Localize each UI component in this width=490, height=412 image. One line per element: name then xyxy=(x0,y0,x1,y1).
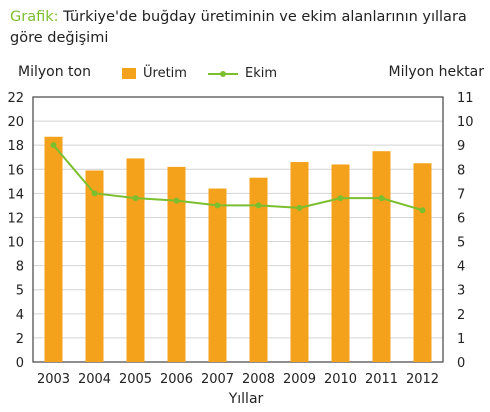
bar-uretim xyxy=(126,158,145,362)
point-ekim xyxy=(214,202,221,209)
x-tick-label: 2005 xyxy=(119,372,152,387)
y-tick-right: 5 xyxy=(457,236,465,251)
y-tick-right: 11 xyxy=(457,91,474,106)
point-ekim xyxy=(50,142,57,149)
bar-uretim xyxy=(249,177,268,362)
y-tick-left: 2 xyxy=(16,332,24,347)
title-prefix: Grafik: xyxy=(10,9,59,25)
bar-uretim xyxy=(208,188,227,362)
legend-label-uretim: Üretim xyxy=(143,66,187,81)
point-ekim xyxy=(337,195,344,202)
line-ekim xyxy=(52,144,423,212)
chart-title: Grafik: Türkiye'de buğday üretiminin ve … xyxy=(10,8,467,26)
y-tick-right: 9 xyxy=(457,139,465,154)
bar-uretim xyxy=(413,163,432,362)
y-tick-left: 4 xyxy=(16,308,24,323)
legend-label-ekim: Ekim xyxy=(245,66,278,81)
legend-swatch-bar xyxy=(122,68,136,79)
x-tick-label: 2011 xyxy=(365,372,398,387)
point-ekim xyxy=(91,190,98,197)
point-ekim xyxy=(255,202,262,209)
point-ekim xyxy=(173,197,180,204)
y-tick-left: 12 xyxy=(7,211,24,226)
y-tick-left: 20 xyxy=(7,115,24,130)
y-tick-left: 10 xyxy=(7,236,24,251)
right-axis-label: Milyon hektar xyxy=(388,64,484,80)
y-tick-left: 0 xyxy=(16,356,24,371)
x-axis-title: Yıllar xyxy=(228,391,264,407)
point-ekim xyxy=(419,207,426,214)
x-tick-label: 2008 xyxy=(242,372,275,387)
y-tick-left: 22 xyxy=(7,91,24,106)
point-ekim xyxy=(378,195,385,202)
y-tick-right: 10 xyxy=(457,115,474,130)
y-tick-left: 16 xyxy=(7,163,24,178)
y-tick-right: 0 xyxy=(457,356,465,371)
y-tick-left: 14 xyxy=(7,187,24,202)
y-tick-left: 5 xyxy=(16,284,24,299)
x-tick-label: 2007 xyxy=(201,372,234,387)
bar-uretim xyxy=(331,164,350,362)
legend-item-uretim: Üretim xyxy=(122,66,187,81)
x-tick-label: 2012 xyxy=(406,372,439,387)
left-axis-label: Milyon ton xyxy=(18,64,91,80)
x-tick-label: 2010 xyxy=(324,372,357,387)
x-tick-label: 2004 xyxy=(78,372,111,387)
bar-uretim xyxy=(167,166,186,362)
point-ekim xyxy=(132,195,139,202)
y-tick-right: 2 xyxy=(457,308,465,323)
x-tick-label: 2009 xyxy=(283,372,316,387)
point-ekim xyxy=(296,204,303,211)
x-tick-label: 2006 xyxy=(160,372,193,387)
y-tick-right: 4 xyxy=(457,260,465,275)
y-tick-left: 18 xyxy=(7,139,24,154)
y-tick-right: 3 xyxy=(457,284,465,299)
y-tick-right: 6 xyxy=(457,211,465,226)
y-tick-left: 8 xyxy=(16,260,24,275)
bar-uretim xyxy=(290,162,309,362)
bar-uretim xyxy=(85,170,104,362)
bar-uretim xyxy=(44,136,63,362)
bar-uretim xyxy=(372,151,391,362)
chart-title-line-2: göre değişimi xyxy=(10,30,109,46)
legend-swatch-line xyxy=(208,68,238,80)
legend-item-ekim: Ekim xyxy=(208,66,277,81)
plot-frame xyxy=(32,96,444,363)
y-tick-right: 1 xyxy=(457,332,465,347)
y-tick-right: 8 xyxy=(457,163,465,178)
x-tick-label: 2003 xyxy=(37,372,70,387)
title-line-1: Türkiye'de buğday üretiminin ve ekim ala… xyxy=(58,9,467,25)
y-tick-right: 7 xyxy=(457,187,465,202)
